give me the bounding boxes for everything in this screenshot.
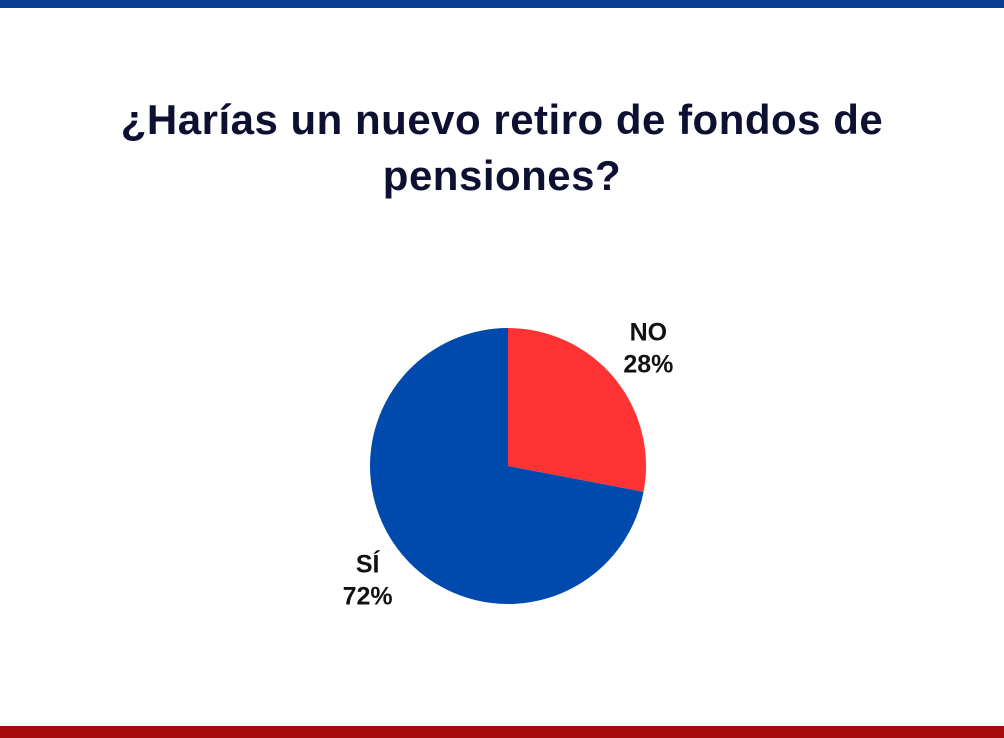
chart-title: ¿Harías un nuevo retiro de fondos de pen… [120,96,884,199]
slice-category-label: SÍ [356,550,381,579]
bottom-band [0,726,1004,738]
pie-slice [370,328,644,605]
top-band [0,0,1004,8]
slice-value-label: 28% [623,350,673,378]
slice-category-label: NO [630,318,668,346]
pie-slice [508,328,646,492]
slice-value-label: 72% [343,583,393,611]
